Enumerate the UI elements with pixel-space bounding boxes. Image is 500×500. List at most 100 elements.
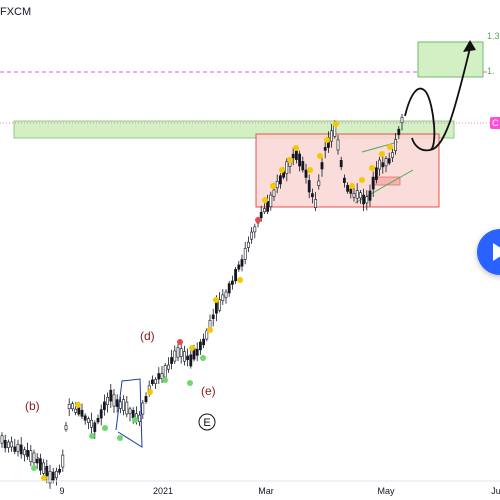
candle-body — [112, 394, 116, 407]
candle-body — [90, 419, 94, 428]
candle-body — [390, 152, 394, 158]
candle-body — [61, 454, 65, 468]
x-tick-label: Ju — [491, 486, 500, 496]
candle-body — [211, 314, 215, 319]
candle-body — [307, 180, 311, 193]
pivot-dot — [187, 380, 193, 386]
pivot-dot — [213, 297, 219, 303]
candle-body — [323, 147, 327, 151]
pivot-dot — [147, 389, 153, 395]
candle-body — [138, 414, 142, 422]
candle-body — [3, 440, 7, 449]
pivot-dot — [307, 167, 313, 173]
candle-body — [218, 299, 222, 311]
candle-body — [122, 399, 126, 411]
price-label-mid: 1. — [487, 66, 495, 76]
candle-body — [378, 159, 382, 170]
candle-body — [22, 449, 26, 456]
candle-body — [157, 373, 161, 380]
candle-body — [247, 241, 250, 248]
candle-body — [125, 401, 129, 415]
candle-body — [208, 320, 212, 329]
candle-body — [231, 280, 234, 285]
wave-label-e: (e) — [201, 384, 216, 398]
projection-path — [404, 87, 436, 152]
pivot-dot — [270, 183, 276, 189]
wave-label-b: (b) — [25, 399, 40, 413]
candle-body — [339, 160, 343, 168]
candle-body — [205, 330, 209, 340]
candle-body — [387, 158, 391, 164]
candle-body — [74, 408, 78, 413]
candle-body — [179, 348, 183, 357]
candle-body — [294, 150, 298, 160]
pivot-dot — [333, 121, 339, 127]
candle-body — [99, 409, 103, 419]
candle-body — [119, 401, 122, 409]
play-icon — [493, 243, 500, 261]
pivot-dots-group — [31, 121, 393, 481]
candle-body — [262, 208, 266, 213]
candle-body — [51, 471, 55, 481]
x-tick-label: 2021 — [153, 486, 173, 496]
candle-body — [397, 128, 401, 136]
candle-body — [48, 470, 52, 484]
candle-body — [298, 153, 302, 167]
projection-arrow-path — [429, 47, 471, 151]
candle-body — [227, 283, 231, 294]
candle-body — [374, 167, 378, 180]
candle-body — [131, 410, 135, 419]
pivot-dot — [359, 177, 365, 183]
candle-body — [400, 116, 404, 124]
candle-body — [71, 403, 74, 410]
wave-label-E: E — [203, 417, 210, 429]
candles-group — [0, 113, 404, 489]
candle-body — [253, 226, 257, 233]
candle-body — [301, 161, 305, 171]
wave-label-d: (d) — [140, 329, 155, 343]
play-button[interactable] — [477, 229, 500, 275]
pivot-dot — [237, 277, 243, 283]
candle-body — [10, 441, 14, 448]
candle-body — [215, 302, 218, 314]
candle-body — [45, 465, 49, 477]
candle-body — [170, 357, 174, 364]
candle-body — [64, 425, 68, 430]
x-tick-label: 9 — [59, 486, 64, 496]
candle-body — [106, 396, 110, 406]
candle-body — [317, 180, 321, 186]
candle-body — [38, 458, 42, 471]
candle-body — [314, 199, 318, 208]
candle-body — [144, 396, 148, 402]
candle-body — [224, 291, 228, 298]
candle-body — [384, 158, 388, 167]
candle-body — [269, 194, 273, 208]
candle-body — [243, 248, 247, 260]
pivot-dot — [369, 165, 375, 171]
candle-body — [26, 450, 30, 457]
candle-body — [381, 162, 385, 168]
pivot-dot — [349, 183, 355, 189]
candle-body — [272, 189, 276, 197]
candle-body — [310, 193, 314, 198]
pivot-dot — [207, 327, 213, 333]
candle-body — [304, 169, 308, 178]
candle-body — [7, 441, 10, 448]
candle-body — [19, 444, 23, 455]
pivot-dot — [324, 137, 330, 143]
candle-body — [167, 364, 170, 370]
candle-body — [29, 450, 33, 462]
wave-e-circle — [198, 413, 216, 431]
candle-body — [333, 125, 337, 137]
candle-body — [394, 139, 398, 151]
candle-body — [154, 379, 158, 384]
candle-body — [365, 196, 369, 204]
candle-body — [32, 452, 36, 464]
pivot-dot — [41, 475, 47, 481]
pivot-dot — [75, 402, 81, 408]
candle-body — [330, 130, 334, 142]
pivot-dot — [287, 157, 293, 163]
candle-body — [42, 462, 46, 474]
candle-body — [147, 385, 151, 390]
